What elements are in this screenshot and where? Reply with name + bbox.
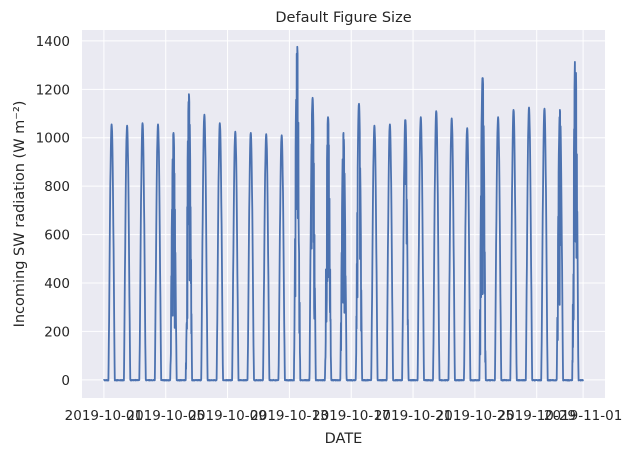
x-tick-label: 2019-10-29 (497, 408, 575, 424)
x-axis-label: DATE (325, 431, 363, 447)
chart-title: Default Figure Size (275, 10, 411, 26)
x-tick-label: 2019-10-17 (312, 408, 390, 424)
y-tick-label: 800 (44, 179, 70, 195)
radiation-series-line (103, 45, 584, 382)
y-tick-label: 1400 (36, 34, 70, 50)
x-tick-label: 2019-10-13 (250, 408, 328, 424)
x-tick-label: 2019-11-01 (544, 408, 622, 424)
y-tick-labels: 0 200 400 600 800 1000 1200 1400 (36, 34, 70, 389)
y-tick-label: 400 (44, 276, 70, 292)
y-axis-label: Incoming SW radiation (W m⁻²) (12, 101, 28, 328)
x-tick-label: 2019-10-01 (65, 408, 143, 424)
x-tick-label: 2019-10-21 (374, 408, 452, 424)
x-tick-labels: 2019-10-012019-10-052019-10-092019-10-13… (65, 408, 623, 424)
series-layer (103, 45, 584, 382)
y-tick-label: 600 (44, 228, 70, 244)
x-tick-label: 2019-10-05 (126, 408, 204, 424)
x-tick-label: 2019-10-09 (188, 408, 266, 424)
y-tick-label: 1200 (36, 82, 70, 98)
y-tick-label: 200 (44, 324, 70, 340)
y-tick-label: 0 (61, 373, 70, 389)
y-tick-label: 1000 (36, 131, 70, 147)
x-tick-label: 2019-10-25 (436, 408, 514, 424)
